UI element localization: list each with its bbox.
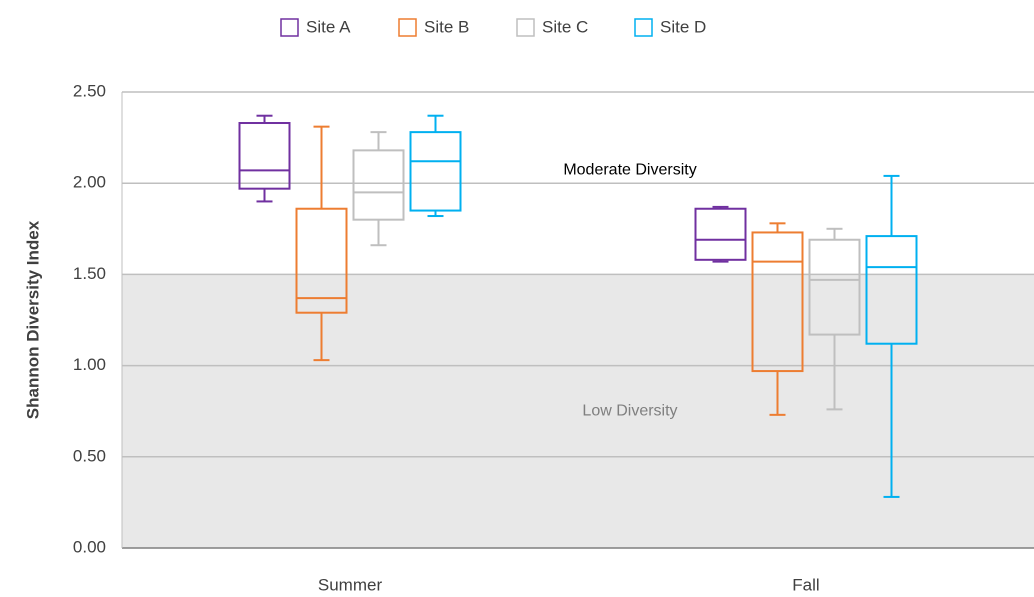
box (865, 235, 918, 345)
band-label: Moderate Diversity (563, 161, 696, 178)
legend-label: Site A (306, 17, 351, 36)
band-label: Low Diversity (582, 402, 677, 419)
legend-label: Site C (542, 17, 588, 36)
y-tick-label: 1.50 (73, 264, 106, 283)
box (808, 238, 861, 336)
y-tick-label: 2.00 (73, 173, 106, 192)
y-tick-label: 0.00 (73, 537, 106, 556)
y-tick-label: 2.50 (73, 81, 106, 100)
legend-swatch (398, 18, 417, 37)
legend-swatch (280, 18, 299, 37)
y-tick-label: 1.00 (73, 355, 106, 374)
legend-label: Site B (424, 17, 469, 36)
legend-label: Site D (660, 17, 706, 36)
box (751, 231, 804, 373)
box (409, 131, 462, 212)
legend-swatch (516, 18, 535, 37)
y-axis-label: Shannon Diversity Index (23, 220, 42, 419)
y-tick-label: 0.50 (73, 446, 106, 465)
box (352, 149, 405, 221)
x-tick-label: Fall (792, 575, 819, 594)
band (122, 274, 1034, 548)
legend-swatch (634, 18, 653, 37)
x-tick-label: Summer (318, 575, 383, 594)
box (694, 207, 747, 261)
box (295, 207, 348, 314)
box (238, 122, 291, 190)
